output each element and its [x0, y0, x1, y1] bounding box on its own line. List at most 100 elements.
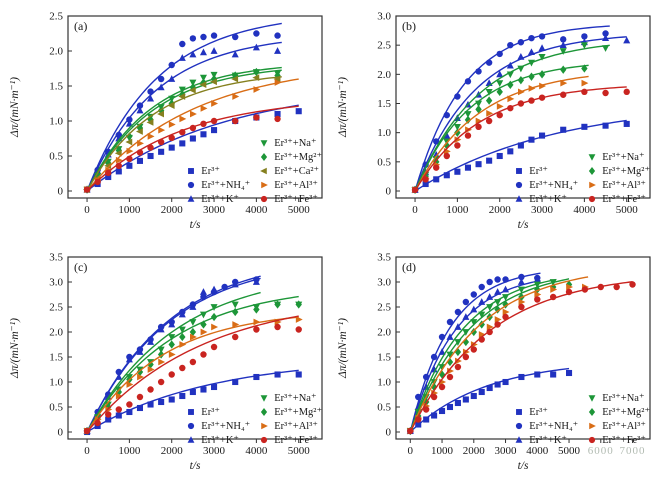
panel-letter-c: (c): [74, 260, 88, 274]
legend-label: Er³⁺+Al³⁺: [274, 180, 318, 191]
series-diamond-1d9638: [411, 64, 589, 194]
legend-label: Er³⁺+Na⁺: [602, 393, 645, 404]
legend-a: Er³⁺ Er³⁺+NH₄⁺ Er³⁺+K⁺ Er³⁺+Na⁺ Er³⁺+Mg²⁺ Er³…: [185, 136, 322, 206]
legend-column-left: Er³⁺ Er³⁺+NH₄⁺ Er³⁺+K⁺: [185, 405, 250, 447]
x-tick-label: 1000: [118, 445, 141, 457]
legend-label: Er³⁺+Al³⁺: [602, 421, 646, 432]
legend-marker-square-icon: [516, 168, 523, 174]
legend-entry: Er³⁺+Mg²⁺: [258, 150, 322, 164]
x-tick-label: 5000: [616, 204, 639, 216]
fit-line: [86, 369, 299, 433]
legend-label: Er³⁺+Mg²⁺: [602, 166, 650, 177]
legend-b: Er³⁺ Er³⁺+NH₄⁺ Er³⁺+K⁺ Er³⁺+Na⁺ Er³⁺+Mg²⁺ Er³…: [513, 150, 650, 206]
legend-marker-triangle-right-icon: [261, 181, 269, 189]
y-tick-label: 1.0: [377, 377, 391, 389]
y-tick-label: 0.5: [49, 151, 63, 163]
legend-marker-circle-icon: [516, 422, 523, 430]
legend-marker-triangle-right-icon: [589, 422, 597, 430]
y-tick-label: 2.0: [377, 69, 391, 81]
legend-marker-circle-icon: [516, 181, 523, 189]
x-tick-label: 7000: [620, 445, 646, 457]
legend-marker-triangle-down-icon: [588, 154, 596, 161]
legend-label: Er³⁺+Fe³⁺: [602, 194, 646, 205]
x-tick-label: 2000: [463, 445, 486, 457]
y-axis-label-d: Δπ/(mN·m⁻¹): [337, 317, 349, 379]
y-tick-label: 0.5: [377, 402, 391, 414]
x-tick-label: 1000: [431, 445, 454, 457]
legend-label: Er³⁺+NH₄⁺: [529, 421, 579, 432]
legend-marker-triangle-up-icon: [187, 436, 195, 443]
legend-entry: Er³⁺+Al³⁺: [258, 419, 322, 433]
y-tick-label: 2.0: [49, 327, 63, 339]
legend-entry: Er³⁺+NH₄⁺: [185, 178, 250, 192]
fit-line: [86, 41, 282, 192]
x-tick-label: 6000: [588, 445, 614, 457]
y-tick-label: 3.0: [377, 11, 391, 23]
legend-entry: Er³⁺+Na⁺: [586, 391, 650, 405]
legend-entry: Er³⁺+Al³⁺: [586, 419, 650, 433]
y-tick-label: 0: [58, 427, 64, 439]
legend-entry: Er³⁺: [513, 405, 578, 419]
y-tick-label: 3.0: [377, 277, 391, 289]
legend-entry: Er³⁺+Na⁺: [258, 136, 322, 150]
x-tick-label: 4000: [526, 445, 549, 457]
x-tick-label: 2000: [489, 204, 512, 216]
legend-label: Er³⁺+K⁺: [201, 194, 239, 205]
legend-label: Er³⁺+NH₄⁺: [201, 421, 251, 432]
legend-entry: Er³⁺+Na⁺: [258, 391, 322, 405]
y-tick-label: 2.0: [49, 46, 63, 58]
legend-marker-triangle-up-icon: [515, 436, 523, 443]
legend-label: Er³⁺+K⁺: [201, 435, 239, 446]
legend-label: Er³⁺+Fe³⁺: [274, 194, 318, 205]
x-tick-label: 4000: [245, 204, 268, 216]
legend-column-right: Er³⁺+Na⁺ Er³⁺+Mg²⁺ Er³⁺+Al³⁺ Er³⁺+Fe³⁺: [586, 391, 650, 447]
x-tick-label: 3000: [203, 445, 226, 457]
y-tick-label: 0: [386, 427, 392, 439]
panel-letter-d: (d): [402, 260, 416, 274]
legend-label: Er³⁺+Na⁺: [602, 152, 645, 163]
legend-entry: Er³⁺: [513, 164, 578, 178]
legend-entry: Er³⁺: [185, 405, 250, 419]
legend-entry: Er³⁺+NH₄⁺: [513, 178, 578, 192]
series-triangle-up-2132c0: [406, 275, 541, 434]
legend-label: Er³⁺+Na⁺: [274, 393, 317, 404]
y-tick-label: 2.5: [49, 11, 63, 23]
x-tick-label: 4000: [245, 445, 268, 457]
legend-entry: Er³⁺+Al³⁺: [258, 178, 322, 192]
y-axis-label-b: Δπ/(mN·m⁻¹): [337, 76, 349, 138]
y-tick-label: 3.5: [49, 252, 63, 264]
plot-area-d: 0 1000 2000 3000 4000 5000 6000 7000 0 0.5 1.0 1.5 2…: [377, 252, 651, 457]
panel-b: 0 1000 2000 3000 4000 5000 0 0.5 1.0 1.5 2.0 2.5 3.0…: [328, 0, 656, 240]
panel-d: 0 1000 2000 3000 4000 5000 6000 7000 0 0.5 1.0 1.5 2…: [328, 241, 656, 481]
panel-a: 0 1000 2000 3000 4000 5000 0 0.5 1.0 1.5 2.0 2.5 Δπ…: [0, 0, 328, 240]
legend-label: Er³⁺+Al³⁺: [274, 421, 318, 432]
x-axis-label-d: t/s: [517, 460, 529, 472]
y-axis-label-c: Δπ/(mN·m⁻¹): [9, 317, 21, 379]
y-tick-label: 1.5: [49, 352, 63, 364]
legend-marker-triangle-up-icon: [515, 195, 523, 202]
fit-line: [86, 78, 299, 192]
legend-label: Er³⁺+Mg²⁺: [602, 407, 650, 418]
y-tick-label: 0.5: [49, 402, 63, 414]
legend-label: Er³⁺+K⁺: [529, 194, 567, 205]
legend-entry: Er³⁺+NH₄⁺: [513, 419, 578, 433]
x-axis-label-c: t/s: [189, 460, 201, 472]
series-triangle-right-d96d16: [412, 75, 589, 194]
fit-line: [86, 316, 299, 433]
legend-marker-square-icon: [188, 409, 195, 415]
y-tick-label: 1.5: [377, 98, 391, 110]
legend-entry: Er³⁺+Mg²⁺: [586, 405, 650, 419]
legend-label: Er³⁺+Fe³⁺: [602, 435, 646, 446]
fit-line: [86, 69, 282, 192]
legend-marker-circle-icon: [188, 422, 195, 430]
legend-entry: Er³⁺+Mg²⁺: [258, 405, 322, 419]
fit-line: [414, 75, 589, 192]
legend-marker-circle-icon: [261, 436, 268, 444]
y-tick-label: 1.0: [377, 127, 391, 139]
legend-label: Er³⁺+Na⁺: [274, 138, 317, 149]
legend-label: Er³⁺: [529, 407, 548, 418]
plot-area-c: 0 1000 2000 3000 4000 5000 0 0.5 1.0 1.5 2.0 2.5 3.0…: [49, 252, 323, 457]
axes-frame: [67, 15, 323, 199]
series-circle-c92420: [407, 281, 636, 435]
